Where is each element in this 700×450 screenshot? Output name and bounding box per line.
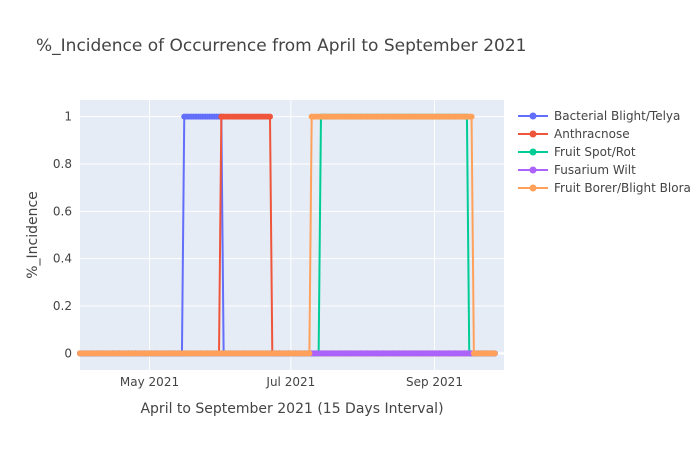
legend-item[interactable]: Anthracnose	[518, 127, 630, 141]
series-layer	[77, 113, 498, 357]
y-tick-label: 0	[64, 346, 72, 360]
data-point	[306, 350, 313, 357]
chart-title: %_Incidence of Occurrence from April to …	[36, 36, 526, 56]
tick-labels: 0 0.2 0.4 0.6 0.8 1 May 2021 Jul 2021 Sep 2021	[53, 110, 463, 389]
legend-marker-swatch	[529, 148, 537, 156]
legend: Bacterial Blight/Telya Anthracnose Fruit S…	[518, 109, 691, 195]
x-axis-title: April to September 2021 (15 Days Interva…	[140, 401, 443, 417]
legend-item[interactable]: Fruit Spot/Rot	[518, 145, 636, 159]
data-point	[468, 113, 475, 120]
legend-label: Fruit Spot/Rot	[554, 145, 636, 159]
y-axis-title: %_Incidence	[25, 191, 41, 279]
y-tick-label: 0.6	[53, 204, 72, 218]
legend-item[interactable]: Fusarium Wilt	[518, 163, 636, 177]
legend-item[interactable]: Fruit Borer/Blight Blora	[518, 181, 691, 195]
plot-background	[80, 100, 504, 370]
y-tick-label: 0.4	[53, 252, 72, 266]
y-tick-label: 0.2	[53, 299, 72, 313]
legend-marker-swatch	[529, 166, 537, 174]
legend-label: Bacterial Blight/Telya	[554, 109, 680, 123]
y-tick-label: 1	[64, 110, 72, 124]
x-tick-label: Jul 2021	[265, 375, 315, 389]
legend-label: Anthracnose	[554, 127, 630, 141]
legend-label: Fruit Borer/Blight Blora	[554, 181, 691, 195]
x-tick-label: May 2021	[120, 375, 179, 389]
series-fruit-borer-blight-blora	[77, 113, 498, 357]
legend-label: Fusarium Wilt	[554, 163, 636, 177]
legend-marker-swatch	[529, 112, 537, 120]
y-tick-label: 0.8	[53, 157, 72, 171]
x-tick-label: Sep 2021	[406, 375, 463, 389]
data-point	[491, 350, 498, 357]
legend-item[interactable]: Bacterial Blight/Telya	[518, 109, 680, 123]
legend-marker-swatch	[529, 130, 537, 138]
data-point	[266, 113, 273, 120]
legend-marker-swatch	[529, 184, 537, 192]
